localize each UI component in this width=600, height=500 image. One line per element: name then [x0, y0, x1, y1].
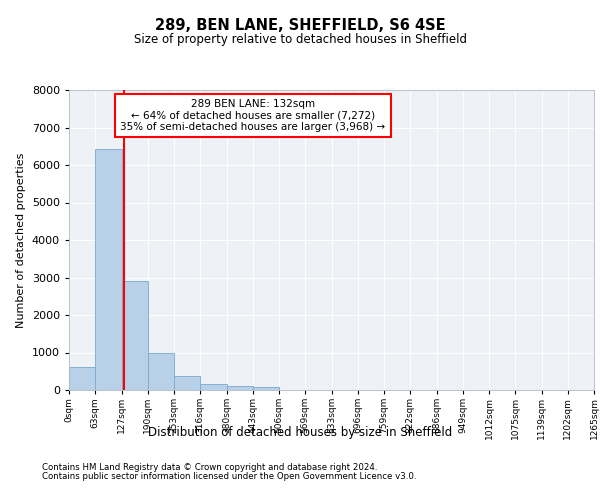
Text: Size of property relative to detached houses in Sheffield: Size of property relative to detached ho…	[133, 32, 467, 46]
Text: Distribution of detached houses by size in Sheffield: Distribution of detached houses by size …	[148, 426, 452, 439]
Bar	[121, 280, 148, 390]
Text: 289 BEN LANE: 132sqm
← 64% of detached houses are smaller (7,272)
35% of semi-de: 289 BEN LANE: 132sqm ← 64% of detached h…	[120, 99, 385, 132]
Bar	[227, 386, 253, 390]
Bar	[200, 384, 227, 390]
Bar	[174, 376, 200, 390]
Bar	[95, 149, 121, 390]
Bar	[253, 387, 279, 390]
Bar	[69, 367, 95, 390]
Text: 289, BEN LANE, SHEFFIELD, S6 4SE: 289, BEN LANE, SHEFFIELD, S6 4SE	[155, 18, 445, 32]
Bar	[148, 352, 174, 390]
Text: Contains HM Land Registry data © Crown copyright and database right 2024.: Contains HM Land Registry data © Crown c…	[42, 464, 377, 472]
Y-axis label: Number of detached properties: Number of detached properties	[16, 152, 26, 328]
Text: Contains public sector information licensed under the Open Government Licence v3: Contains public sector information licen…	[42, 472, 416, 481]
